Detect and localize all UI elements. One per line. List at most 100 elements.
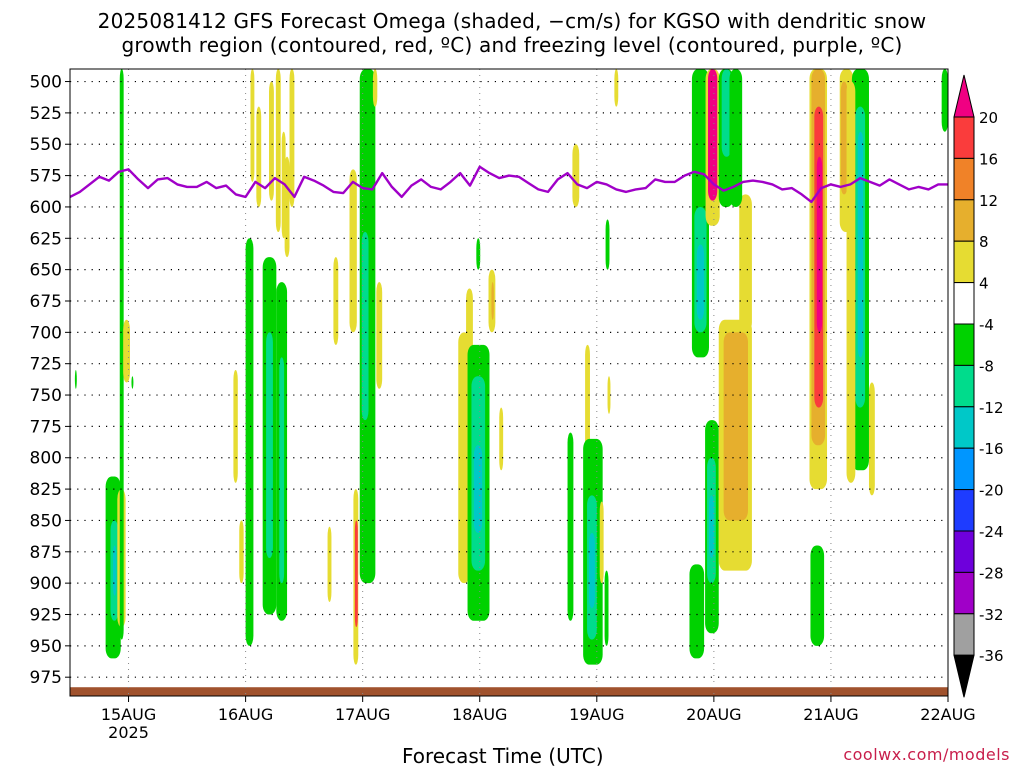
omega-region-72 [840, 81, 848, 195]
omega-region-5 [123, 319, 130, 383]
colorbar-label-0: 20 [979, 109, 998, 127]
colorbar-label-4: 4 [979, 275, 989, 293]
colorbar-label-11: -28 [979, 564, 1004, 582]
omega-region-35 [473, 445, 483, 533]
colorbar-label-13: -36 [979, 647, 1004, 665]
omega-region-75 [857, 131, 864, 358]
freezing-level-line [69, 165, 948, 204]
x-tick-label-18AUG: 18AUG [452, 705, 507, 724]
x-tick-label-15AUG: 15AUG [101, 705, 156, 724]
y-tick-label-625: 625 [30, 229, 62, 249]
x-tick-label-22AUG: 22AUG [920, 705, 975, 724]
colorbar-top-arrow [953, 74, 975, 118]
colorbar: 20 16 12 8 4 -4 -8 -12 -16 -20 -24 -28 -32 -36 [953, 74, 1004, 698]
omega-region-76 [868, 382, 875, 496]
colorbar-band-12 [953, 613, 975, 656]
omega-region-65 [729, 69, 743, 207]
omega-region-21 [289, 69, 295, 207]
omega-region-14 [245, 238, 254, 646]
colorbar-band-8 [953, 447, 975, 491]
y-tick-label-650: 650 [30, 261, 62, 281]
omega-region-8 [250, 69, 255, 182]
chart-title-line2: growth region (contoured, red, ºC) and f… [121, 33, 903, 57]
freezing-level-contour [69, 165, 948, 204]
omega-region-70 [810, 545, 825, 646]
colorbar-label-2: 12 [979, 192, 998, 210]
y-axis: 500 525 550 575 600 625 650 675 700 725 750 775 800 8… [30, 73, 70, 688]
y-tick-label-950: 950 [30, 637, 62, 657]
x-tick-sublabel: 2025 [108, 723, 149, 742]
colorbar-band-0 [953, 116, 975, 159]
colorbar-label-9: -20 [979, 482, 1004, 500]
omega-region-53 [696, 244, 705, 320]
omega-region-49 [607, 376, 611, 414]
colorbar-band-6 [953, 364, 975, 408]
x-axis-label: Forecast Time (UTC) [402, 744, 604, 768]
colorbar-label-6: -8 [979, 357, 994, 375]
omega-region-18 [279, 357, 285, 584]
y-tick-label-550: 550 [30, 135, 62, 155]
omega-region-7 [74, 369, 77, 389]
y-tick-label-825: 825 [30, 480, 62, 500]
colorbar-label-12: -32 [979, 606, 1004, 624]
colorbar-band-1 [953, 157, 975, 201]
omega-region-46 [599, 501, 604, 584]
colorbar-band-9 [953, 489, 975, 532]
omega-region-50 [614, 69, 619, 107]
omega-region-63 [723, 332, 749, 521]
y-tick-label-600: 600 [30, 198, 62, 218]
colorbar-band-3 [953, 240, 975, 284]
omega-region-28 [376, 282, 383, 389]
omega-region-48 [604, 570, 609, 646]
omega-region-58 [689, 564, 705, 659]
omega-region-38 [499, 407, 504, 471]
omega-region-69 [816, 156, 823, 333]
omega-region-11 [275, 69, 281, 233]
y-tick-label-700: 700 [30, 323, 62, 343]
omega-region-24 [354, 520, 358, 628]
surface-band [70, 687, 948, 696]
y-tick-label-850: 850 [30, 511, 62, 531]
omega-region-64 [739, 194, 752, 333]
omega-region-20 [239, 520, 244, 584]
omega-region-77 [846, 81, 856, 483]
omega-region-9 [256, 106, 262, 207]
omega-region-4 [119, 69, 124, 640]
y-tick-label-575: 575 [30, 167, 62, 187]
omega-region-47 [605, 219, 610, 270]
colorbar-band-2 [953, 199, 975, 242]
colorbar-label-1: 16 [979, 150, 998, 168]
colorbar-bottom-arrow [953, 654, 975, 698]
x-tick-label-16AUG: 16AUG [218, 705, 273, 724]
omega-region-10 [269, 81, 274, 201]
omega-region-6 [131, 376, 134, 389]
y-tick-label-875: 875 [30, 543, 62, 563]
omega-region-2 [112, 545, 117, 596]
x-tick-label-20AUG: 20AUG [686, 705, 741, 724]
credit-link[interactable]: coolwx.com/models [843, 745, 1010, 764]
omega-region-30 [327, 526, 332, 602]
colorbar-label-8: -16 [979, 440, 1004, 458]
omega-region-22 [349, 169, 357, 333]
omega-region-29 [333, 257, 339, 345]
y-tick-label-975: 975 [30, 668, 62, 688]
colorbar-band-4 [953, 282, 975, 325]
colorbar-band-10 [953, 530, 975, 573]
omega-shading [74, 69, 948, 665]
omega-region-55 [708, 69, 718, 201]
omega-region-61 [708, 495, 714, 559]
y-tick-label-800: 800 [30, 449, 62, 469]
surface-terrain [70, 687, 948, 696]
x-tick-label-19AUG: 19AUG [569, 705, 624, 724]
omega-region-37 [491, 282, 494, 320]
omega-region-26 [361, 232, 369, 421]
omega-region-42 [567, 432, 574, 621]
colorbar-label-7: -12 [979, 399, 1004, 417]
y-tick-label-900: 900 [30, 574, 62, 594]
x-tick-label-21AUG: 21AUG [803, 705, 858, 724]
colorbar-label-3: 8 [979, 233, 989, 251]
colorbar-band-11 [953, 571, 975, 615]
y-tick-label-750: 750 [30, 386, 62, 406]
y-tick-label-525: 525 [30, 104, 62, 124]
